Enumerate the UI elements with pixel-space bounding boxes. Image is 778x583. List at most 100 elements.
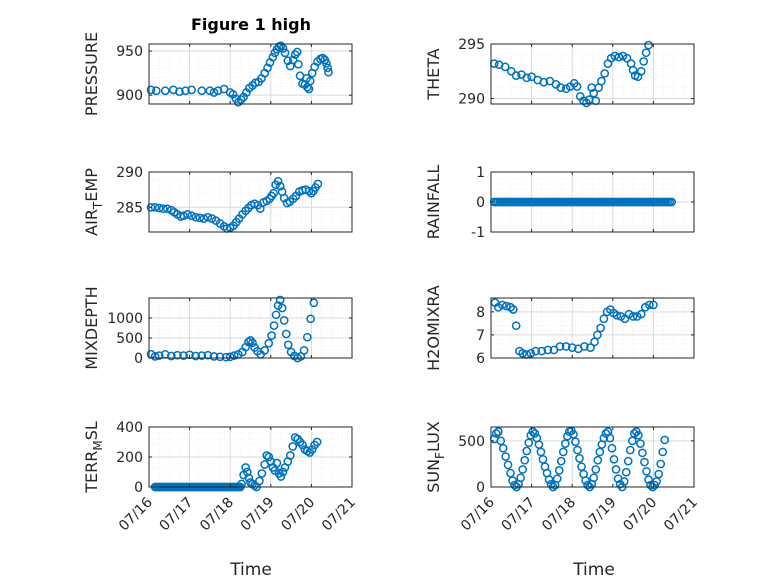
y-axis-label: SUNFLUX — [424, 421, 447, 493]
data-point — [276, 472, 286, 481]
data-point — [498, 300, 507, 310]
data-point — [528, 427, 538, 436]
axes-box — [490, 297, 695, 359]
y-axis-label: H2OMIXRA — [424, 285, 443, 371]
data-point — [589, 473, 599, 483]
data-point — [209, 88, 219, 97]
data-point — [516, 473, 525, 483]
y-tick-label: 900 — [116, 88, 143, 104]
data-point — [498, 443, 508, 453]
data-point — [264, 338, 274, 348]
y-tick-label: 6 — [476, 351, 485, 367]
data-point — [622, 53, 632, 63]
data-point — [628, 65, 638, 75]
data-point — [496, 436, 506, 446]
data-point — [572, 82, 582, 91]
data-point — [530, 429, 540, 438]
y-tick-label: 0 — [476, 195, 485, 211]
data-point — [166, 351, 176, 361]
y-tick-label: 295 — [458, 37, 485, 53]
y-tick-label: 0 — [134, 351, 143, 367]
y-tick-label: 500 — [458, 434, 485, 450]
data-point — [203, 350, 213, 360]
data-point — [187, 85, 196, 95]
data-point — [191, 351, 201, 361]
data-point — [173, 350, 182, 360]
y-axis-label: THETA — [424, 48, 443, 100]
data-point — [283, 340, 293, 350]
figure-title: Figure 1 high — [191, 15, 311, 34]
data-point — [612, 310, 622, 320]
data-point — [160, 86, 170, 96]
data-point — [520, 455, 530, 465]
data-point — [554, 466, 564, 475]
y-axis-label: AIRTEMP — [82, 168, 105, 236]
data-point — [183, 210, 192, 219]
data-point — [278, 467, 288, 477]
data-point — [658, 447, 668, 457]
data-point — [629, 429, 639, 438]
data-point — [305, 76, 315, 86]
data-point — [263, 63, 272, 73]
data-point — [241, 463, 250, 472]
data-point — [567, 343, 577, 352]
data-point — [277, 303, 287, 313]
data-point — [324, 67, 333, 77]
y-tick-label: 0 — [134, 480, 143, 496]
data-point — [508, 305, 518, 314]
data-point — [244, 337, 253, 347]
data-point — [543, 345, 553, 355]
data-point — [636, 66, 646, 76]
y-axis-label: PRESSURE — [82, 32, 101, 116]
data-point — [638, 448, 647, 458]
data-point — [268, 52, 278, 62]
y-axis-label: MIXDEPTH — [82, 286, 101, 369]
data-point — [187, 211, 196, 221]
data-point — [555, 342, 565, 351]
data-point — [304, 84, 314, 94]
data-point — [146, 202, 156, 212]
data-point — [642, 466, 651, 476]
data-point — [195, 213, 205, 223]
data-point — [302, 332, 312, 342]
data-point — [154, 203, 164, 213]
data-point — [556, 83, 566, 92]
data-point — [273, 176, 283, 186]
data-point — [605, 433, 615, 443]
data-point — [654, 469, 664, 479]
data-point — [600, 69, 610, 78]
data-point — [272, 458, 282, 468]
y-tick-label: 1000 — [107, 311, 143, 327]
data-point — [215, 352, 225, 362]
data-point — [260, 346, 270, 355]
data-point — [299, 346, 309, 355]
data-point — [154, 351, 164, 360]
data-point — [649, 300, 658, 310]
subplot-grid: 900 950 PRESSURE 290 295 THETA 285 290 AIRTEMP -1… — [82, 32, 701, 534]
data-point — [502, 301, 511, 311]
data-point — [639, 57, 649, 66]
data-point — [628, 312, 638, 321]
data-point — [269, 188, 278, 198]
data-point — [561, 342, 571, 351]
subplot-rainfall: -1 0 1 RAINFALL — [424, 165, 695, 241]
data-point — [621, 467, 631, 477]
data-point — [506, 66, 516, 76]
data-point — [309, 298, 319, 308]
data-point — [307, 445, 317, 454]
data-point — [511, 321, 521, 331]
data-point — [491, 429, 501, 438]
data-point — [307, 188, 316, 198]
data-point — [573, 445, 582, 455]
data-point — [179, 351, 188, 360]
data-point — [278, 44, 288, 53]
data-point — [508, 476, 517, 485]
data-point — [511, 71, 521, 80]
data-point — [246, 336, 255, 345]
data-point — [599, 314, 609, 324]
data-point — [667, 197, 677, 207]
data-point — [646, 480, 655, 490]
data-point — [636, 439, 645, 448]
data-point — [593, 455, 603, 465]
